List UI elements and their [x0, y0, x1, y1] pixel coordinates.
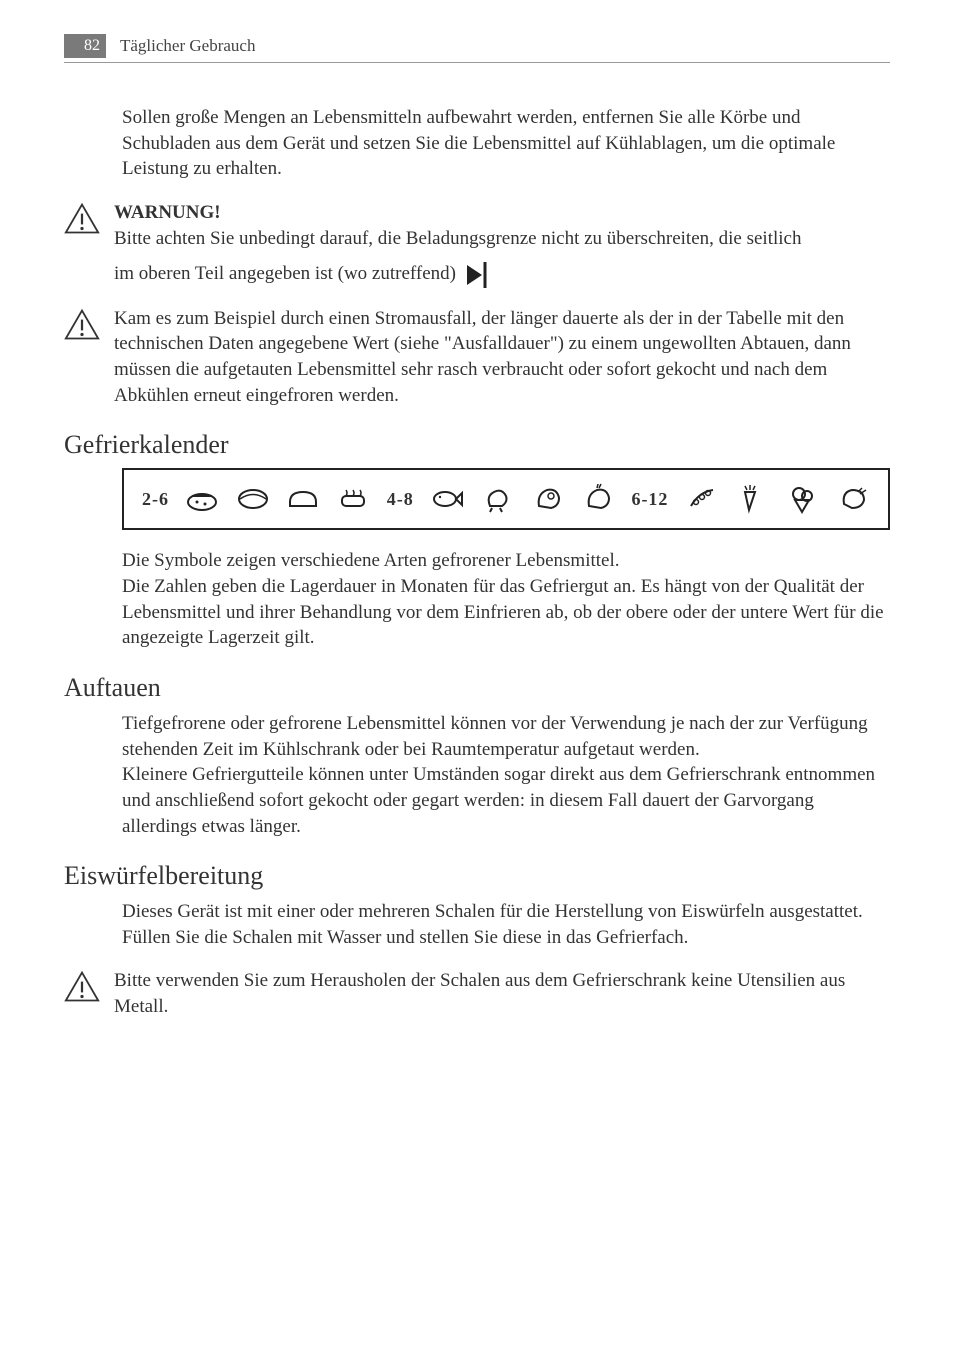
steak-icon — [836, 482, 870, 516]
eiswuerfel-heading: Eiswürfelbereitung — [64, 861, 890, 891]
grill-icon — [336, 482, 370, 516]
chicken-icon — [480, 482, 514, 516]
sausage-icon — [581, 482, 615, 516]
cal-range-2: 4-8 — [387, 489, 414, 510]
icecream-icon — [785, 482, 819, 516]
warning-line2: im oberen Teil angegeben ist (wo zutreff… — [114, 261, 890, 288]
freezer-calendar: 2-6 4-8 6-12 — [122, 468, 890, 530]
shellfish-icon — [236, 482, 270, 516]
caution2-text: Bitte verwenden Sie zum Herausholen der … — [114, 968, 890, 1019]
caution-block-1: Kam es zum Beispiel durch einen Stromaus… — [64, 306, 890, 409]
cal-range-3: 6-12 — [631, 489, 668, 510]
page-content: Sollen große Mengen an Lebensmitteln auf… — [64, 105, 890, 1020]
gefrierkalender-heading: Gefrierkalender — [64, 430, 890, 460]
page-number-badge: 82 — [64, 34, 106, 58]
fish-icon — [430, 482, 464, 516]
eiswuerfel-para: Dieses Gerät ist mit einer oder mehreren… — [122, 899, 890, 950]
bread-icon — [286, 482, 320, 516]
peas-icon — [685, 482, 719, 516]
load-limit-icon — [465, 262, 489, 288]
page-number: 82 — [84, 37, 100, 55]
warning-block: WARNUNG! Bitte achten Sie unbedingt dara… — [64, 200, 890, 288]
caution-block-2: Bitte verwenden Sie zum Herausholen der … — [64, 968, 890, 1019]
auftauen-heading: Auftauen — [64, 673, 890, 703]
caution-icon — [64, 970, 100, 1004]
header-section-title: Täglicher Gebrauch — [120, 36, 255, 56]
warning-icon — [64, 202, 100, 236]
auftauen-para: Tiefgefrorene oder gefrorene Lebensmitte… — [122, 711, 890, 839]
intro-paragraph: Sollen große Mengen an Lebensmitteln auf… — [122, 105, 890, 182]
meat-cut-icon — [531, 482, 565, 516]
cal-range-1: 2-6 — [142, 489, 169, 510]
warning-title: WARNUNG! — [114, 200, 890, 226]
gefrierkalender-para: Die Symbole zeigen verschiedene Arten ge… — [122, 548, 890, 651]
caution-icon — [64, 308, 100, 342]
warning-line2-text: im oberen Teil angegeben ist (wo zutreff… — [114, 263, 456, 284]
page-header: 82 Täglicher Gebrauch — [64, 34, 890, 63]
warning-line1: Bitte achten Sie unbedingt darauf, die B… — [114, 226, 890, 252]
caution1-text: Kam es zum Beispiel durch einen Stromaus… — [114, 306, 890, 409]
cheese-icon — [185, 482, 219, 516]
carrot-icon — [735, 482, 769, 516]
